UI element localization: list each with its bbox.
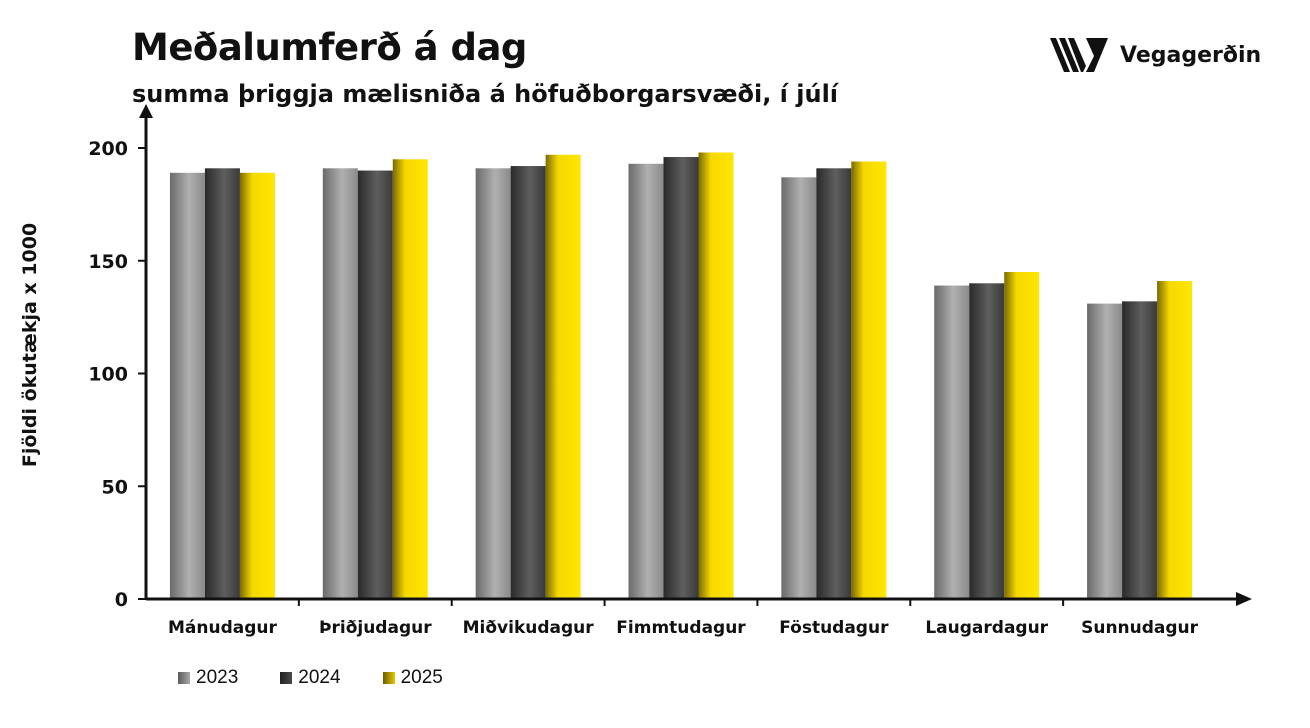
- bar-2025-6: [1004, 272, 1040, 599]
- bar-2025-4: [698, 152, 734, 599]
- y-tick-label: 150: [88, 251, 128, 273]
- bar-2025-1: [239, 172, 275, 599]
- chart-title: Meðalumferð á dag: [132, 26, 527, 69]
- bar-2024-2: [357, 170, 393, 600]
- legend-swatch: [178, 672, 190, 684]
- bar-2023-4: [628, 163, 664, 599]
- x-category-label: Fimmtudagur: [616, 618, 746, 638]
- x-category-label: Þriðjudagur: [319, 618, 432, 638]
- bar-2024-5: [816, 168, 852, 600]
- bar-2023-2: [322, 168, 358, 600]
- bar-2024-7: [1122, 301, 1158, 599]
- y-tick-label: 100: [88, 364, 128, 386]
- bar-2023-7: [1087, 303, 1123, 599]
- legend-item-2024: 2024: [280, 667, 341, 689]
- y-axis-arrow: [139, 104, 153, 118]
- legend: 2023 2024 2025: [178, 667, 443, 689]
- bar-2023-6: [934, 285, 970, 599]
- x-axis-arrow: [1236, 592, 1252, 606]
- brand-logo: Vegagerðin: [1050, 36, 1261, 74]
- y-tick-label: 0: [115, 589, 128, 611]
- legend-label: 2025: [400, 667, 443, 688]
- x-category-label: Mánudagur: [168, 618, 278, 638]
- stripes-logo-icon: [1050, 38, 1108, 72]
- brand-name: Vegagerðin: [1120, 42, 1262, 68]
- bar-2025-7: [1157, 281, 1193, 599]
- bar-2025-3: [545, 154, 581, 599]
- chart-subtitle: summa þriggja mælisniða á höfuðborgarsvæ…: [132, 80, 839, 108]
- bar-2023-5: [781, 177, 817, 599]
- legend-label: 2023: [196, 667, 239, 688]
- x-category-label: Föstudagur: [779, 618, 889, 638]
- bar-2025-5: [851, 161, 887, 599]
- bar-2024-4: [663, 157, 699, 599]
- bar-2024-6: [969, 283, 1005, 599]
- y-tick-label: 200: [88, 138, 128, 160]
- bar-2024-3: [510, 166, 546, 600]
- bar-2023-3: [475, 168, 511, 600]
- bar-2024-1: [204, 168, 240, 600]
- x-category-label: Miðvikudagur: [463, 618, 595, 638]
- x-category-label: Laugardagur: [925, 618, 1048, 638]
- bar-2025-2: [392, 159, 428, 599]
- legend-item-2025: 2025: [382, 667, 443, 689]
- legend-item-2023: 2023: [178, 667, 238, 689]
- bar-2023-1: [169, 172, 205, 599]
- legend-swatch: [280, 672, 293, 684]
- x-category-label: Sunnudagur: [1081, 618, 1199, 638]
- legend-swatch: [382, 672, 395, 684]
- legend-label: 2024: [298, 667, 341, 688]
- y-tick-label: 50: [102, 476, 128, 498]
